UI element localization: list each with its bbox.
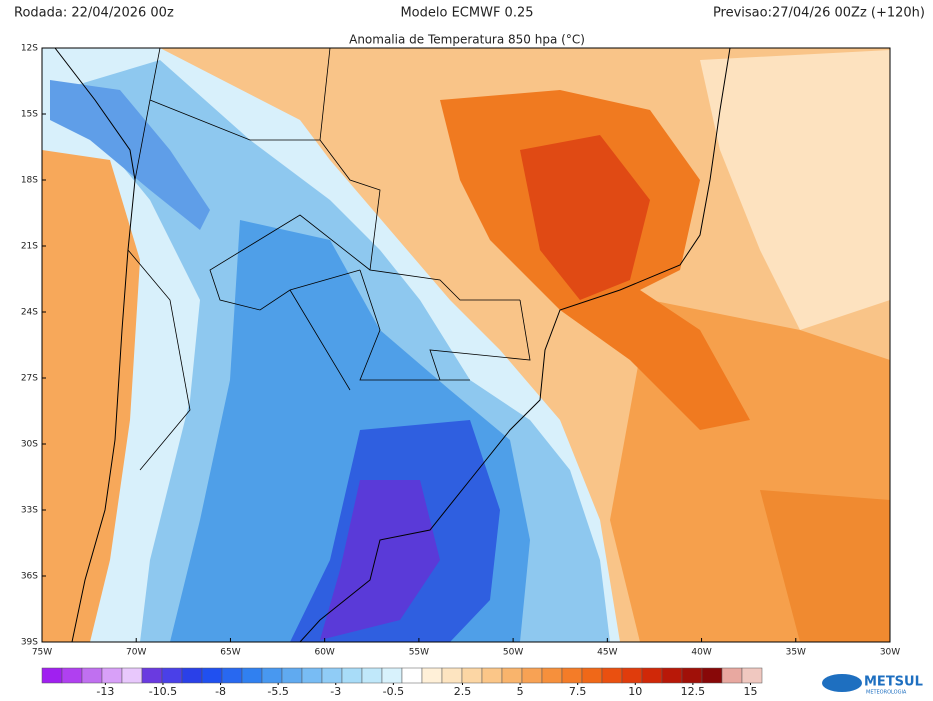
colorbar-swatch: [621, 667, 643, 684]
colorbar-swatch: [541, 667, 563, 684]
lon-tick-label: 60W: [314, 648, 334, 658]
colorbar-label: 12.5: [681, 685, 706, 698]
lon-tick-label: 30W: [880, 648, 900, 658]
lat-tick-label: 27S: [21, 374, 38, 384]
logo-globe: [822, 674, 862, 692]
colorbar-swatch: [521, 667, 543, 684]
colorbar-swatch: [301, 667, 323, 684]
colorbar-swatch: [561, 667, 583, 684]
colorbar-label: 15: [743, 685, 757, 698]
colorbar-swatch: [481, 667, 503, 684]
colorbar-swatch: [441, 667, 463, 684]
colorbar-swatch: [581, 667, 603, 684]
field-hot: [520, 135, 650, 300]
lon-tick-label: 45W: [597, 648, 617, 658]
borders: [127, 48, 531, 471]
colorbar-swatch: [101, 667, 123, 684]
colorbar-label: -8: [215, 685, 226, 698]
colorbar-swatch: [421, 667, 443, 684]
colorbar-label: -5.5: [267, 685, 288, 698]
colorbar-swatch: [121, 667, 143, 684]
lat-tick-label: 24S: [21, 308, 38, 318]
colorbar-swatch: [281, 667, 303, 684]
colorbar-swatch: [321, 667, 343, 684]
colorbar-swatch: [741, 667, 763, 684]
colorbar-swatch: [341, 667, 363, 684]
colorbar-swatch: [601, 667, 623, 684]
colorbar-swatch: [381, 667, 403, 684]
colorbar-swatch: [261, 667, 283, 684]
colorbar-swatch: [161, 667, 183, 684]
colorbar: -13 -10.5 -8 -5.5 -3 -0.5 2.5 5 7.5 10 12.5 15: [41, 667, 763, 698]
field-nw-blue: [50, 80, 210, 230]
field-se-warm: [760, 490, 890, 642]
colorbar-swatch: [701, 667, 723, 684]
colorbar-swatch: [681, 667, 703, 684]
lat-tick-label: 33S: [21, 506, 38, 516]
colorbar-swatch: [461, 667, 483, 684]
logo-sub: METEOROLOGIA: [866, 690, 907, 696]
forecast-label: Previsao:27/04/26 00Zz (+120h): [713, 6, 925, 21]
colorbar-label: -3: [330, 685, 341, 698]
colorbar-label: -10.5: [149, 685, 177, 698]
colorbar-swatch: [501, 667, 523, 684]
lon-tick-label: 65W: [220, 648, 240, 658]
colorbar-swatch: [641, 667, 663, 684]
run-label: Rodada: 22/04/2026 00z: [14, 6, 174, 21]
colorbar-label: -13: [96, 685, 114, 698]
logo: METSUL METEOROLOGIA: [822, 674, 923, 696]
lat-tick-label: 30S: [21, 440, 38, 450]
lon-tick-label: 40W: [691, 648, 711, 658]
map-title: Anomalia de Temperatura 850 hpa (°C): [349, 33, 585, 47]
colorbar-label: 5: [517, 685, 524, 698]
model-label: Modelo ECMWF 0.25: [400, 6, 533, 21]
lat-tick-label: 21S: [21, 242, 38, 252]
lon-tick-label: 70W: [126, 648, 146, 658]
colorbar-swatch: [401, 667, 423, 684]
colorbar-swatch: [141, 667, 163, 684]
lat-tick-label: 15S: [21, 110, 38, 120]
logo-name: METSUL: [864, 675, 923, 690]
colorbar-swatch: [41, 667, 63, 684]
lat-tick-label: 12S: [21, 44, 38, 54]
colorbar-swatch: [61, 667, 83, 684]
lon-tick-label: 55W: [409, 648, 429, 658]
colorbar-swatch: [661, 667, 683, 684]
colorbar-swatch: [721, 667, 743, 684]
colorbar-swatch: [181, 667, 203, 684]
colorbar-label: 7.5: [569, 685, 587, 698]
lon-tick-label: 35W: [786, 648, 806, 658]
colorbar-swatch: [201, 667, 223, 684]
lon-tick-label: 50W: [503, 648, 523, 658]
map-field: [42, 48, 890, 642]
west-coastline: [54, 48, 136, 642]
east-coastline: [299, 48, 731, 642]
field-west-warm: [42, 150, 140, 642]
lat-tick-label: 36S: [21, 572, 38, 582]
colorbar-label: -0.5: [383, 685, 404, 698]
colorbar-swatch: [81, 667, 103, 684]
lon-tick-label: 75W: [32, 648, 52, 658]
lat-tick-label: 18S: [21, 176, 38, 186]
field-cream: [700, 50, 890, 330]
colorbar-swatch: [361, 667, 383, 684]
field-purple: [320, 480, 440, 640]
lat-tick-label: 39S: [21, 638, 38, 648]
colorbar-label: 10: [628, 685, 642, 698]
colorbar-swatch: [221, 667, 243, 684]
map-frame: [41, 47, 891, 643]
colorbar-swatch: [241, 667, 263, 684]
colorbar-label: 2.5: [454, 685, 472, 698]
